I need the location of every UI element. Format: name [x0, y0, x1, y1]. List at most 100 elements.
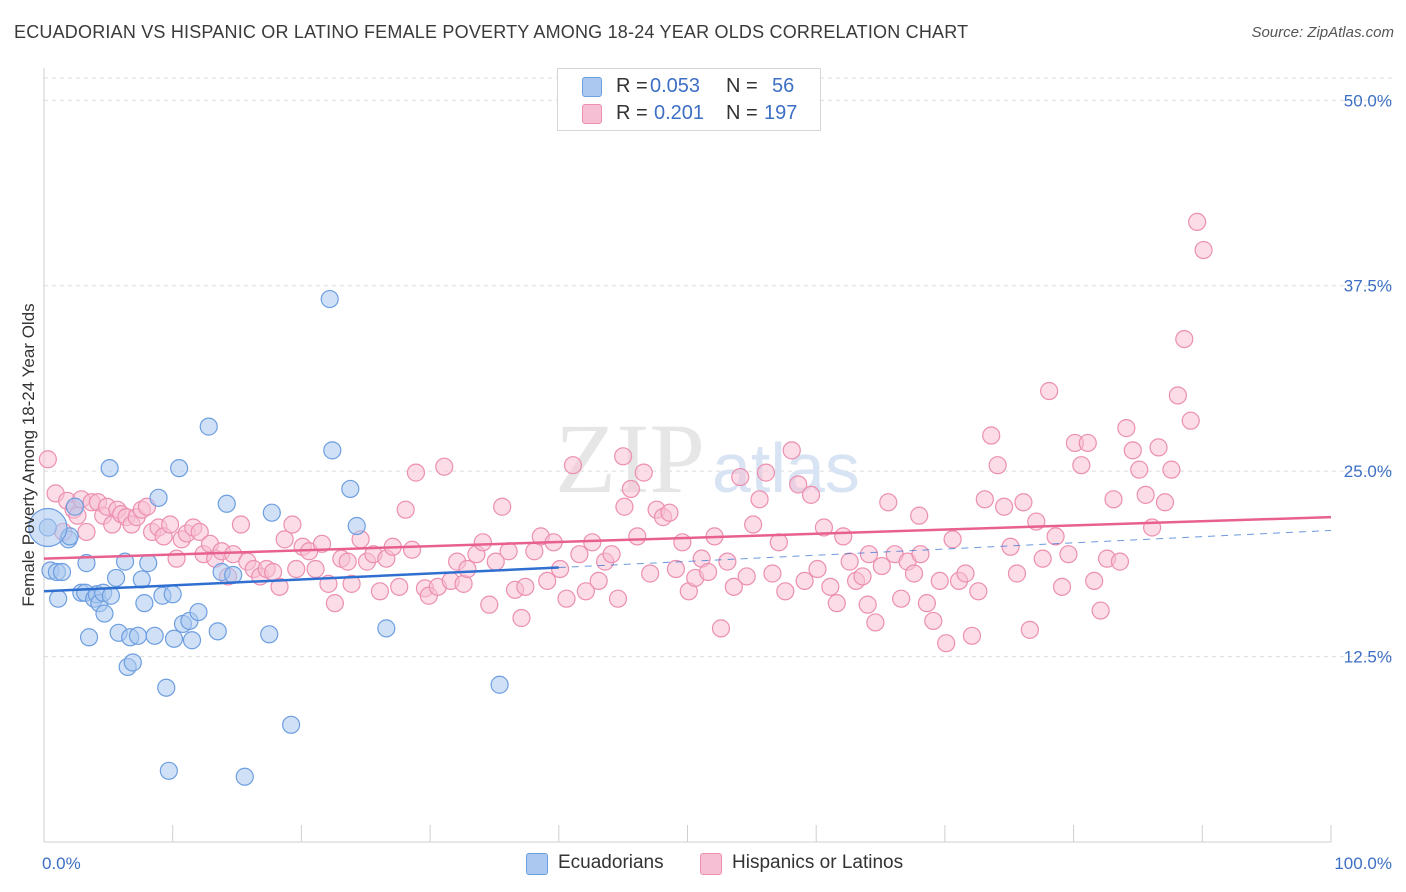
hispanic-point — [969, 582, 988, 601]
legend-row-hispanics: R = 0.201 N = 197 — [558, 100, 820, 126]
y-tick-label: 25.0% — [1344, 462, 1392, 481]
legend-swatch-pink — [582, 104, 602, 124]
ecuadorian-point — [52, 562, 72, 582]
hispanic-point — [1040, 381, 1059, 401]
hispanic-point — [698, 562, 718, 582]
y-tick-label: 12.5% — [1344, 648, 1392, 667]
hispanic-point — [737, 567, 756, 586]
hispanic-point — [814, 518, 834, 537]
ecuadorian-point — [235, 767, 254, 786]
hispanic-point — [834, 527, 853, 546]
hispanic-point — [589, 571, 608, 591]
hispanic-point — [283, 515, 302, 534]
hispanic-point — [325, 594, 344, 613]
ecuadorian-point — [320, 289, 339, 309]
chart-source: Source: ZipAtlas.com — [1251, 24, 1394, 41]
ecuadorian-point — [377, 619, 396, 638]
y-tick-label: 37.5% — [1344, 277, 1392, 296]
hispanic-point — [1007, 564, 1027, 583]
legend-n-label: N = — [726, 102, 758, 124]
hispanic-point — [821, 577, 840, 596]
hispanic-point — [1059, 545, 1078, 564]
watermark-atlas: atlas — [712, 429, 860, 507]
hispanic-point — [516, 577, 535, 596]
hispanic-point — [750, 490, 769, 509]
hispanic-point — [763, 564, 782, 583]
ecuadorian-point — [49, 589, 68, 608]
hispanic-point — [1078, 433, 1097, 453]
hispanic-point — [557, 589, 576, 608]
hispanic-point — [1001, 537, 1020, 556]
hispanic-point — [904, 564, 924, 583]
hispanic-point — [370, 582, 390, 601]
ecuadorian-point — [282, 715, 301, 734]
ecuadorian-point — [123, 653, 142, 672]
hispanic-point — [731, 467, 750, 487]
hispanic-point — [167, 549, 186, 568]
hispanic-point — [744, 515, 763, 534]
hispanic-point — [190, 522, 209, 542]
hispanic-point — [866, 613, 885, 632]
hispanic-point — [962, 626, 982, 645]
hispanic-point — [224, 545, 243, 564]
ecuadorian-point — [189, 602, 208, 622]
hispanic-point — [872, 556, 891, 576]
hispanic-point — [808, 559, 827, 579]
hispanic-point — [930, 571, 949, 591]
hispanic-point — [789, 475, 808, 494]
ecuadorian-point — [163, 585, 182, 604]
ecuadorian-point — [164, 629, 184, 648]
hispanic-point — [402, 540, 422, 559]
hispanic-point — [1014, 493, 1033, 512]
hispanic-point — [711, 619, 731, 638]
ecuadorian-point — [323, 441, 342, 460]
ecuadorian-point — [77, 554, 96, 573]
hispanic-point — [1091, 601, 1110, 620]
hispanic-point — [859, 545, 879, 564]
hispanic-point — [1130, 460, 1149, 479]
ecuadorian-point — [347, 516, 366, 536]
hispanic-point — [406, 463, 426, 482]
hispanic-point — [1168, 386, 1187, 405]
series-legend: Ecuadorians Hispanics or Latinos — [0, 850, 1406, 880]
hispanic-point — [634, 463, 653, 482]
hispanic-point — [988, 456, 1007, 475]
correlation-legend: R = 0.053 N = 56 R = 0.201 N = 197 — [557, 68, 821, 131]
hispanic-point — [937, 634, 956, 653]
ecuadorian-point — [224, 565, 243, 585]
ecuadorian-point — [262, 503, 281, 522]
hispanic-point — [602, 545, 621, 564]
hispanic-point — [390, 577, 409, 596]
ecuadorian-point — [128, 626, 148, 645]
hispanic-point — [1117, 419, 1136, 438]
hispanic-point — [1123, 441, 1142, 460]
hispanic-point — [435, 457, 454, 476]
ecuadorian-point — [341, 479, 360, 499]
hispanic-point — [454, 574, 473, 593]
hispanic-point — [231, 515, 251, 534]
hispanic-point — [776, 582, 795, 601]
series-legend-label: Hispanics or Latinos — [732, 852, 904, 873]
ecuadorian-point — [135, 594, 154, 613]
hispanic-point — [275, 530, 294, 549]
hispanic-point — [910, 506, 929, 525]
hispanic-point — [512, 608, 531, 628]
x-tick-label: 100.0% — [1334, 854, 1392, 873]
hispanic-point — [1175, 329, 1194, 349]
legend-row-ecuadorians: R = 0.053 N = 56 — [558, 73, 820, 99]
hispanic-point — [1136, 485, 1155, 504]
hispanic-point — [1162, 460, 1181, 479]
hispanic-point — [827, 594, 846, 613]
x-tick-label: 0.0% — [42, 854, 81, 873]
hispanic-point — [641, 564, 660, 583]
hispanic-point — [840, 552, 859, 571]
hispanic-point — [673, 533, 692, 552]
chart-title: ECUADORIAN VS HISPANIC OR LATINO FEMALE … — [14, 22, 969, 42]
hispanic-point — [338, 552, 357, 571]
ecuadorian-point — [182, 631, 202, 650]
hispanic-point — [621, 479, 640, 499]
hispanic-point — [956, 564, 975, 583]
ecuadorian-point — [101, 586, 121, 605]
hispanic-point — [342, 574, 361, 593]
ecuadorian-point — [139, 554, 158, 573]
